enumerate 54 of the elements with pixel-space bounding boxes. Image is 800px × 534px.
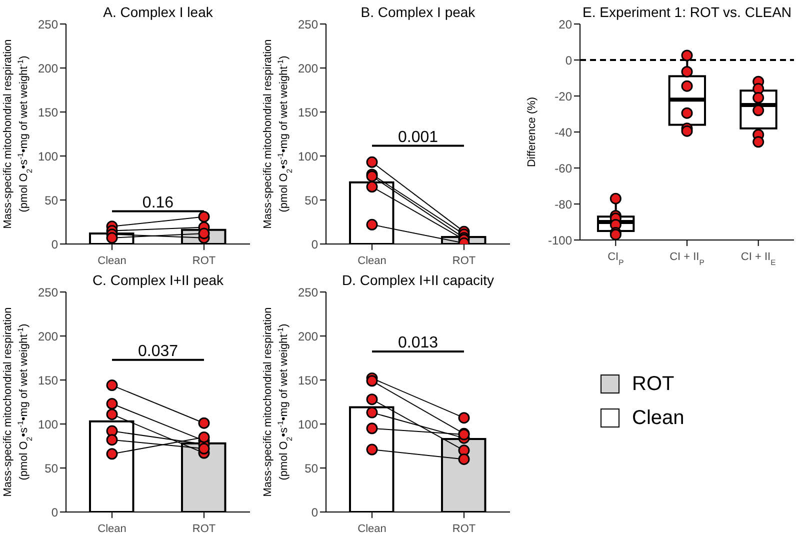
y-axis-title: Difference (%): [526, 96, 538, 168]
y-tick-label: 100: [38, 149, 58, 164]
y-tick-label: 250: [38, 17, 58, 32]
y-tick-label: 150: [38, 373, 58, 388]
y-tick-label: 50: [44, 461, 58, 476]
x-tick-label: ROT: [452, 255, 476, 267]
y-tick-label: 100: [298, 417, 318, 432]
y-tick-label: 150: [38, 105, 58, 120]
chart-title: B. Complex I peak: [360, 4, 476, 20]
y-tick-label: 20: [558, 17, 572, 32]
x-tick-label: Clean: [98, 523, 126, 534]
y-tick-label: 0: [311, 237, 318, 252]
annotation: 0.001: [398, 128, 438, 146]
chart-title: C. Complex I+II peak: [92, 272, 225, 288]
y-tick-label: 0: [51, 237, 58, 252]
y-tick-label: -60: [554, 161, 572, 176]
y-tick-label: 200: [298, 61, 318, 76]
y-tick-label: 200: [298, 329, 318, 344]
annotation: 0.16: [142, 194, 174, 212]
legend-label: Clean: [632, 406, 684, 430]
chart-title: D. Complex I+II capacity: [342, 272, 494, 288]
annotation: 0.037: [138, 342, 178, 360]
x-tick-label: CI + II$_{E}$: [740, 251, 776, 266]
y-tick-label: -100: [548, 233, 572, 248]
y-tick-label: 200: [38, 329, 58, 344]
y-tick-label: -80: [554, 197, 572, 212]
x-tick-label: ROT: [452, 523, 476, 534]
x-tick-label: CI + II$_{P}$: [670, 251, 704, 266]
x-tick-label: Clean: [358, 523, 386, 534]
y-tick-label: -40: [554, 125, 572, 140]
y-tick-label: -20: [554, 89, 572, 104]
y-tick-label: 150: [298, 105, 318, 120]
y-tick-label: 0: [311, 505, 318, 520]
x-tick-label: ROT: [192, 255, 216, 267]
y-tick-label: 100: [298, 149, 318, 164]
y-tick-label: 50: [304, 461, 318, 476]
x-tick-label: Clean: [358, 255, 386, 267]
y-tick-label: 250: [298, 17, 318, 32]
y-tick-label: 0: [565, 53, 572, 68]
chart-title: E. Experiment 1: ROT vs. CLEAN: [582, 4, 792, 20]
x-tick-label: ROT: [192, 523, 216, 534]
annotation: 0.013: [398, 334, 438, 352]
y-tick-label: 50: [304, 193, 318, 208]
x-tick-label: Clean: [98, 255, 126, 267]
legend-label: ROT: [632, 372, 674, 396]
y-tick-label: 0: [51, 505, 58, 520]
y-tick-label: 200: [38, 61, 58, 76]
y-tick-label: 250: [38, 285, 58, 300]
chart-title: A. Complex I leak: [103, 4, 214, 20]
x-tick-label: CI$_{P}$: [608, 251, 624, 266]
y-tick-label: 50: [44, 193, 58, 208]
y-tick-label: 100: [38, 417, 58, 432]
y-tick-label: 150: [298, 373, 318, 388]
y-tick-label: 250: [298, 285, 318, 300]
